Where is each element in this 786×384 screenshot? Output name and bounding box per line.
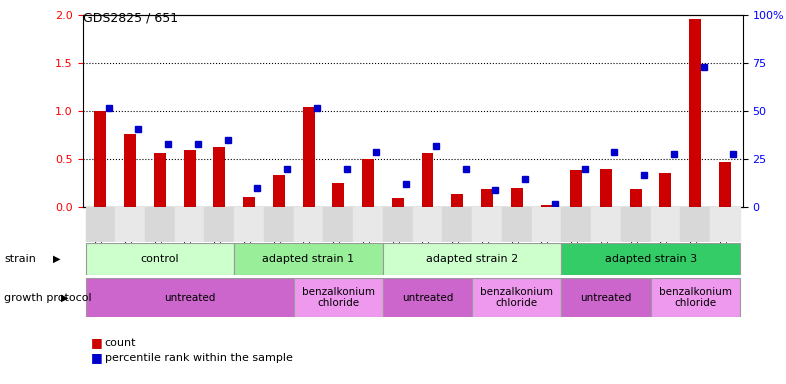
Bar: [651, 207, 681, 242]
Bar: [689, 19, 701, 207]
Bar: [681, 207, 710, 242]
Bar: [630, 189, 641, 207]
Bar: [451, 194, 463, 207]
Bar: [413, 207, 443, 242]
Text: adapted strain 1: adapted strain 1: [263, 254, 354, 264]
Bar: [472, 207, 502, 242]
Bar: [472, 278, 561, 317]
Text: untreated: untreated: [402, 293, 454, 303]
Bar: [213, 147, 226, 207]
Bar: [443, 207, 472, 242]
Text: control: control: [141, 254, 179, 264]
Text: ■: ■: [90, 351, 102, 364]
Text: growth protocol: growth protocol: [4, 293, 91, 303]
Text: untreated: untreated: [580, 293, 632, 303]
Bar: [145, 207, 174, 242]
Bar: [383, 243, 561, 275]
Bar: [273, 175, 285, 207]
Text: GDS2825 / 651: GDS2825 / 651: [83, 12, 178, 25]
Bar: [353, 207, 383, 242]
Bar: [421, 152, 433, 207]
Bar: [116, 207, 145, 242]
Text: adapted strain 2: adapted strain 2: [426, 254, 518, 264]
Bar: [571, 170, 582, 207]
Bar: [600, 169, 612, 207]
Text: untreated: untreated: [164, 293, 215, 303]
Text: ▶: ▶: [61, 293, 68, 303]
Bar: [621, 207, 651, 242]
Bar: [561, 243, 740, 275]
Text: adapted strain 3: adapted strain 3: [604, 254, 696, 264]
Bar: [511, 188, 523, 207]
Bar: [234, 243, 383, 275]
Bar: [323, 207, 353, 242]
Bar: [243, 197, 255, 207]
Bar: [294, 207, 323, 242]
Bar: [541, 205, 553, 207]
Bar: [719, 162, 731, 207]
Text: count: count: [105, 338, 136, 348]
Bar: [86, 278, 294, 317]
Bar: [332, 184, 344, 207]
Text: benzalkonium
chloride: benzalkonium chloride: [659, 287, 732, 308]
Bar: [651, 278, 740, 317]
Text: ■: ■: [90, 336, 102, 349]
Bar: [303, 107, 314, 207]
Bar: [531, 207, 561, 242]
Bar: [86, 207, 116, 242]
Bar: [383, 278, 472, 317]
Text: benzalkonium
chloride: benzalkonium chloride: [302, 287, 375, 308]
Bar: [264, 207, 294, 242]
Bar: [124, 134, 136, 207]
Bar: [234, 207, 264, 242]
Bar: [561, 278, 651, 317]
Bar: [362, 159, 374, 207]
Bar: [294, 278, 383, 317]
Text: benzalkonium
chloride: benzalkonium chloride: [480, 287, 553, 308]
Bar: [561, 207, 591, 242]
Bar: [154, 152, 166, 207]
Bar: [383, 207, 413, 242]
Bar: [204, 207, 234, 242]
Text: ▶: ▶: [53, 254, 61, 264]
Bar: [94, 111, 106, 207]
Bar: [184, 150, 196, 207]
Text: strain: strain: [4, 254, 36, 264]
Bar: [481, 189, 493, 207]
Bar: [502, 207, 531, 242]
Bar: [710, 207, 740, 242]
Bar: [591, 207, 621, 242]
Text: percentile rank within the sample: percentile rank within the sample: [105, 353, 292, 363]
Bar: [659, 173, 671, 207]
Bar: [86, 243, 234, 275]
Bar: [174, 207, 204, 242]
Bar: [392, 198, 404, 207]
